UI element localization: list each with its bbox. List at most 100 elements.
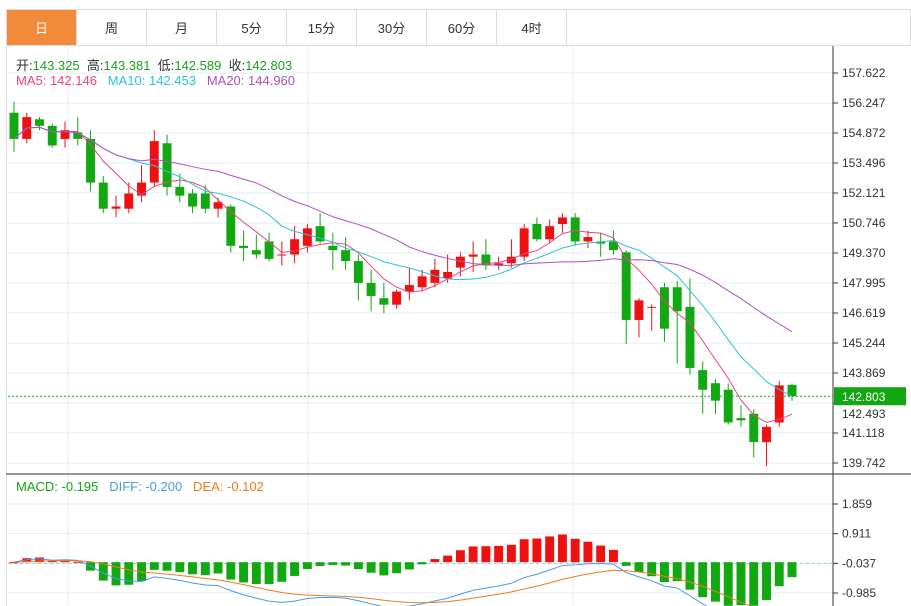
candle-down <box>200 193 210 209</box>
macd-bar <box>264 562 274 585</box>
open-label: 开: <box>16 58 33 73</box>
macd-bar <box>124 562 134 585</box>
macd-bar <box>532 538 542 563</box>
candle-up <box>60 130 70 139</box>
ohlc-info: 开:143.325 高:143.381 低:142.589 收:142.803 <box>16 55 292 74</box>
tab-2[interactable]: 月 <box>147 10 217 45</box>
macd-bar <box>774 562 784 587</box>
candle-up <box>137 182 147 196</box>
candle-up <box>213 202 223 209</box>
candle-up <box>111 206 121 209</box>
macd-bar <box>787 562 797 578</box>
macd-bar <box>98 562 108 581</box>
macd-bar <box>60 560 70 563</box>
macd-bar <box>545 536 555 563</box>
macd-info: MACD: -0.195 DIFF: -0.200 DEA: -0.102 <box>16 479 264 494</box>
diff-value: DIFF: -0.200 <box>109 479 183 494</box>
macd-bar <box>608 549 618 563</box>
macd-bar <box>290 562 300 576</box>
macd-bar <box>392 562 402 574</box>
price-tick-label: 147.995 <box>842 276 886 290</box>
last-price-badge <box>834 387 906 406</box>
macd-bar <box>711 562 720 602</box>
macd-bar <box>443 555 453 563</box>
macd-bar <box>455 550 465 563</box>
candle-down <box>532 223 542 240</box>
candle-up <box>404 285 414 292</box>
low-label: 低: <box>157 58 175 73</box>
tab-6[interactable]: 60分 <box>427 10 497 45</box>
price-tick-label: 157.622 <box>842 66 886 80</box>
close-value: 142.803 <box>245 58 293 73</box>
macd-bar <box>557 534 567 563</box>
macd-bar <box>9 562 19 564</box>
macd-bar <box>647 562 657 577</box>
high-value: 143.381 <box>103 58 151 73</box>
candle-up <box>417 276 427 288</box>
macd-bar <box>302 562 312 569</box>
macd-bar <box>506 544 516 563</box>
high-label: 高: <box>86 58 104 73</box>
tab-0[interactable]: 日 <box>7 10 77 45</box>
tab-1[interactable]: 周 <box>77 10 147 45</box>
ma20-line <box>13 126 793 333</box>
candle-down <box>749 413 759 443</box>
candle-up <box>774 385 784 423</box>
candle-down <box>162 143 172 187</box>
ma-info: MA5: 142.146 MA10: 142.453 MA20: 144.960 <box>16 73 295 88</box>
candle-down <box>175 186 185 196</box>
candle-up <box>545 226 555 240</box>
macd-bar <box>73 561 83 563</box>
macd-bar <box>149 562 159 570</box>
candle-down <box>341 250 351 262</box>
candle-down <box>481 254 491 266</box>
price-tick-label: 143.869 <box>842 366 886 380</box>
ma5-value: MA5: 142.146 <box>16 73 97 88</box>
tab-5[interactable]: 30分 <box>357 10 427 45</box>
macd-bar <box>762 562 771 601</box>
ma5-line <box>13 126 793 424</box>
candle-up <box>124 193 134 209</box>
candle-down <box>659 287 669 329</box>
dea-value: DEA: -0.102 <box>193 479 264 494</box>
ma20-value: MA20: 144.960 <box>206 73 296 88</box>
tab-7[interactable]: 4时 <box>497 10 567 45</box>
candle-down <box>188 193 198 207</box>
macd-bar <box>596 545 606 563</box>
candle-up <box>455 256 465 268</box>
chart-frame <box>6 46 911 606</box>
low-value: 142.589 <box>174 58 222 73</box>
macd-bar <box>494 545 504 563</box>
macd-bar <box>519 539 529 563</box>
candle-down <box>9 112 19 139</box>
candle-down <box>379 298 389 305</box>
candle-down <box>353 261 363 283</box>
macd-bar <box>239 562 249 583</box>
price-tick-label: 139.742 <box>842 456 886 470</box>
candle-down <box>596 241 606 244</box>
candle-up <box>149 141 159 183</box>
price-tick-label: 150.746 <box>842 216 886 230</box>
candle-down <box>98 182 108 209</box>
candle-down <box>251 250 261 255</box>
macd-bar <box>366 562 376 573</box>
price-tick-label: 145.244 <box>842 336 886 350</box>
macd-bar <box>698 562 708 598</box>
candle-down <box>608 241 618 251</box>
macd-bar <box>621 562 631 566</box>
candle-down <box>35 119 44 126</box>
macd-bar <box>634 562 644 572</box>
macd-bar <box>35 557 44 563</box>
open-value: 143.325 <box>32 58 80 73</box>
candle-down <box>328 245 338 251</box>
price-tick-label: 146.619 <box>842 306 886 320</box>
macd-bar <box>481 546 491 563</box>
macd-bar <box>417 562 427 565</box>
tab-3[interactable]: 5分 <box>217 10 287 45</box>
candle-down <box>685 306 695 368</box>
tab-4[interactable]: 15分 <box>287 10 357 45</box>
macd-bar <box>315 562 325 567</box>
candle-up <box>506 256 516 264</box>
candle-down <box>47 125 57 146</box>
